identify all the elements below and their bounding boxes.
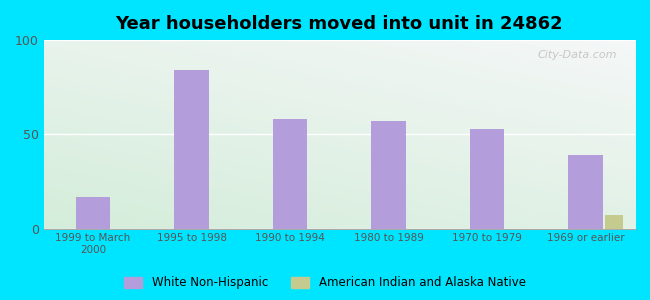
Bar: [569, 155, 603, 229]
Bar: [273, 119, 307, 229]
Bar: [371, 121, 406, 229]
Bar: [174, 70, 209, 229]
Text: City-Data.com: City-Data.com: [538, 50, 618, 59]
Bar: [470, 129, 504, 229]
Bar: [605, 215, 623, 229]
Title: Year householders moved into unit in 24862: Year householders moved into unit in 248…: [116, 15, 563, 33]
Bar: [76, 196, 111, 229]
Legend: White Non-Hispanic, American Indian and Alaska Native: White Non-Hispanic, American Indian and …: [120, 272, 530, 294]
